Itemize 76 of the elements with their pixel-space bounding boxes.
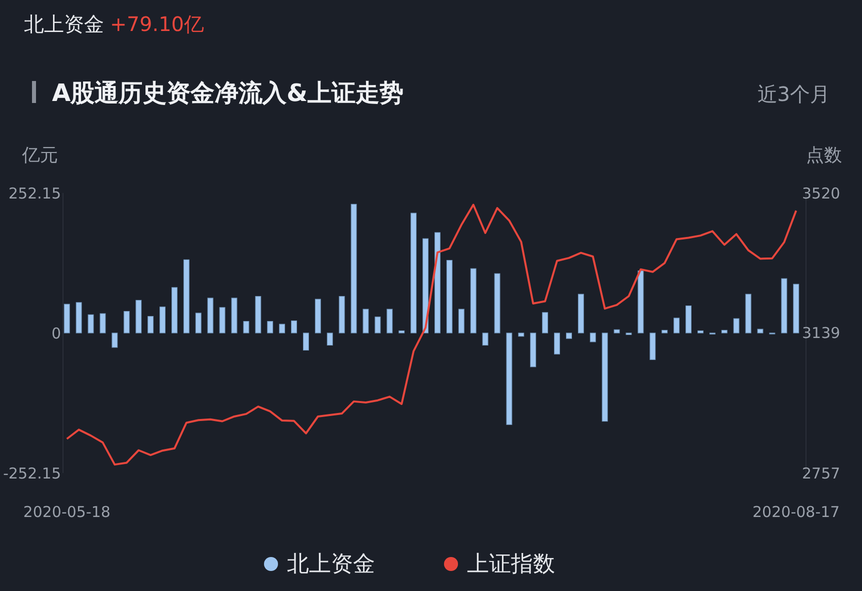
bar <box>757 328 764 334</box>
text: 近3个月 <box>757 82 830 106</box>
bar <box>314 298 321 334</box>
y-tick-label: 0 <box>51 324 61 342</box>
chart-title: A股通历史资金净流入&上证走势 <box>52 79 404 107</box>
bar <box>195 312 202 334</box>
bar <box>112 332 118 348</box>
x-tick-label: 2020-05-18 <box>23 503 110 521</box>
bar <box>446 260 452 334</box>
bar <box>650 332 656 360</box>
y2-tick-label: 3520 <box>802 184 840 202</box>
bar <box>243 321 250 334</box>
bar <box>542 312 548 334</box>
text: +79.10亿 <box>110 12 204 36</box>
bar <box>422 238 429 334</box>
bar <box>100 313 106 334</box>
bar <box>231 298 238 334</box>
bar <box>793 284 800 334</box>
bar <box>697 330 704 334</box>
y2-tick-label: 2757 <box>802 464 840 482</box>
bar <box>578 294 584 334</box>
x-tick-label: 2020-08-17 <box>752 503 840 521</box>
bar <box>76 302 82 334</box>
y-tick-label: 252.15 <box>8 184 61 202</box>
bar <box>566 332 572 339</box>
bar <box>362 308 369 334</box>
bar <box>64 304 70 334</box>
y-tick-label: -252.15 <box>3 464 61 482</box>
bar <box>721 330 728 334</box>
legend-label: 北上资金 <box>287 552 375 577</box>
y-axis-title: 亿元 <box>21 145 58 166</box>
bar <box>374 316 381 334</box>
bar <box>279 324 286 334</box>
bar <box>124 311 130 334</box>
bar <box>434 232 440 334</box>
bar <box>686 305 692 334</box>
bar <box>398 330 405 334</box>
bar <box>745 294 752 334</box>
y2-tick-label: 3139 <box>802 324 840 342</box>
bar <box>410 212 417 334</box>
legend-label: 上证指数 <box>467 552 555 577</box>
bar <box>338 296 345 334</box>
text: 北上资金 <box>24 12 104 36</box>
bar <box>302 332 309 351</box>
bar <box>160 306 166 334</box>
bar <box>207 298 214 334</box>
bar <box>614 329 620 334</box>
bar <box>88 314 94 334</box>
bar <box>148 316 154 334</box>
bar <box>291 320 298 334</box>
bar <box>470 268 476 334</box>
bar <box>255 296 262 334</box>
bar <box>662 330 668 334</box>
bar <box>136 300 142 334</box>
bar <box>482 332 488 346</box>
bar <box>494 273 500 334</box>
bar <box>733 318 740 334</box>
bar <box>219 307 226 334</box>
bar <box>326 332 333 346</box>
bar <box>590 332 596 342</box>
bar <box>530 332 536 368</box>
bar <box>506 332 512 425</box>
line-series <box>66 204 798 466</box>
y2-axis-title: 点数 <box>806 145 842 166</box>
bar <box>674 318 680 334</box>
bar <box>638 270 644 334</box>
bar <box>518 332 524 337</box>
bar <box>602 332 608 422</box>
bar <box>781 278 788 334</box>
bar <box>458 308 464 334</box>
bar <box>171 287 178 334</box>
bar <box>267 321 274 334</box>
bar <box>183 259 190 334</box>
bar <box>554 332 560 354</box>
bar <box>386 308 393 334</box>
bar <box>350 204 357 334</box>
